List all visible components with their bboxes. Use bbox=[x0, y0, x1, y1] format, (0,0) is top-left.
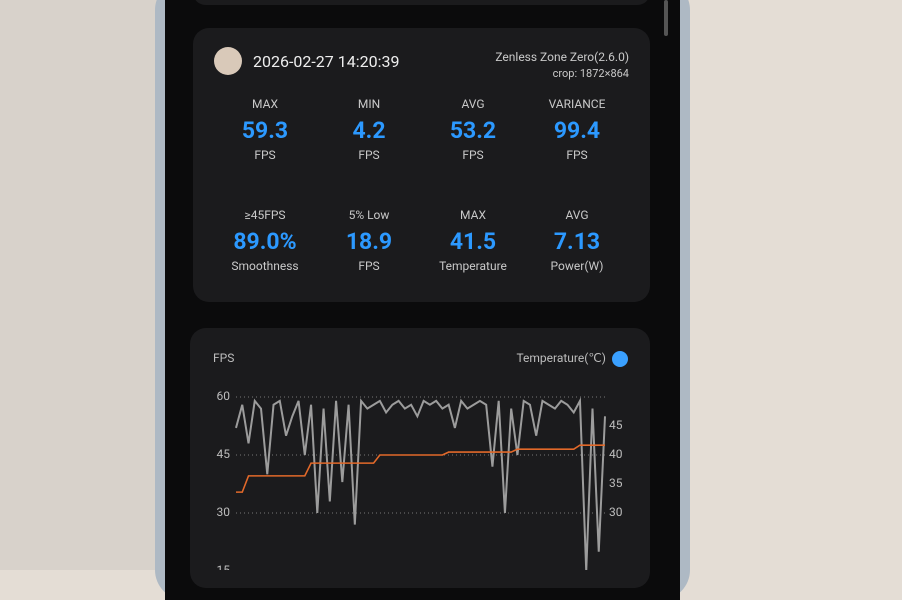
stat-label: VARIANCE bbox=[548, 97, 606, 111]
stat-label: AVG bbox=[461, 97, 485, 111]
y-tick-label: 60 bbox=[217, 389, 231, 403]
stat-value: 18.9 bbox=[345, 228, 393, 255]
stat-value: 7.13 bbox=[553, 228, 601, 255]
y2-tick-label: 45 bbox=[609, 418, 623, 432]
stat-label: 5% Low bbox=[348, 208, 390, 222]
scrollbar bbox=[664, 0, 668, 36]
stat: MAX 41.5 Temperature bbox=[418, 208, 528, 273]
stat-value: 59.3 bbox=[241, 117, 289, 144]
previous-card bbox=[193, 0, 650, 5]
y2-tick-label: 40 bbox=[609, 447, 623, 461]
stat-label: ≥45FPS bbox=[244, 208, 286, 222]
y2-tick-label: 30 bbox=[609, 505, 623, 519]
series-line bbox=[235, 397, 606, 570]
stat: MAX 59.3 FPS bbox=[210, 97, 320, 162]
app-name: Zenless Zone Zero(2.6.0) bbox=[495, 50, 629, 64]
crop-size: crop: 1872×864 bbox=[552, 67, 629, 80]
stat-unit: FPS bbox=[254, 148, 276, 162]
chart: 15 30 45 60 30 35 40 45 FPS Temperature(℃) bbox=[213, 351, 623, 570]
page: 2026-02-27 14:20:39 Zenless Zone Zero(2.… bbox=[0, 0, 690, 600]
y-tick-label: 45 bbox=[217, 447, 231, 461]
wall-left bbox=[0, 0, 160, 570]
series-line bbox=[236, 444, 605, 493]
app-icon bbox=[214, 47, 242, 75]
stat: 5% Low 18.9 FPS bbox=[314, 208, 424, 273]
swap-axis-button[interactable] bbox=[612, 351, 628, 367]
legend-temperature: Temperature(℃) bbox=[516, 351, 606, 365]
stat-unit: FPS bbox=[358, 148, 380, 162]
stats-card bbox=[193, 28, 650, 302]
stat: AVG 7.13 Power(W) bbox=[522, 208, 632, 273]
stat-unit: FPS bbox=[462, 148, 484, 162]
stat-value: 53.2 bbox=[449, 117, 497, 144]
timestamp: 2026-02-27 14:20:39 bbox=[253, 52, 400, 71]
stat: VARIANCE 99.4 FPS bbox=[522, 97, 632, 162]
stat-label: MIN bbox=[357, 97, 381, 111]
stat-value: 89.0% bbox=[233, 228, 297, 255]
legend-fps: FPS bbox=[213, 351, 234, 365]
y-tick-label: 30 bbox=[217, 505, 231, 519]
stat: AVG 53.2 FPS bbox=[418, 97, 528, 162]
stat-label: MAX bbox=[252, 97, 278, 111]
stat-value: 41.5 bbox=[449, 228, 497, 255]
y2-tick-label: 35 bbox=[609, 476, 623, 490]
stat-value: 4.2 bbox=[352, 117, 386, 144]
stat: ≥45FPS 89.0% Smoothness bbox=[210, 208, 320, 273]
y-tick-label: 15 bbox=[217, 563, 231, 570]
stat: MIN 4.2 FPS bbox=[314, 97, 424, 162]
stat-unit: Smoothness bbox=[231, 259, 299, 273]
stat-unit: Temperature bbox=[439, 259, 507, 273]
stat-label: MAX bbox=[460, 208, 486, 222]
stat-unit: Power(W) bbox=[550, 259, 604, 273]
stat-unit: FPS bbox=[566, 148, 588, 162]
stat-value: 99.4 bbox=[553, 117, 601, 144]
stat-unit: FPS bbox=[358, 259, 380, 273]
stat-label: AVG bbox=[565, 208, 589, 222]
